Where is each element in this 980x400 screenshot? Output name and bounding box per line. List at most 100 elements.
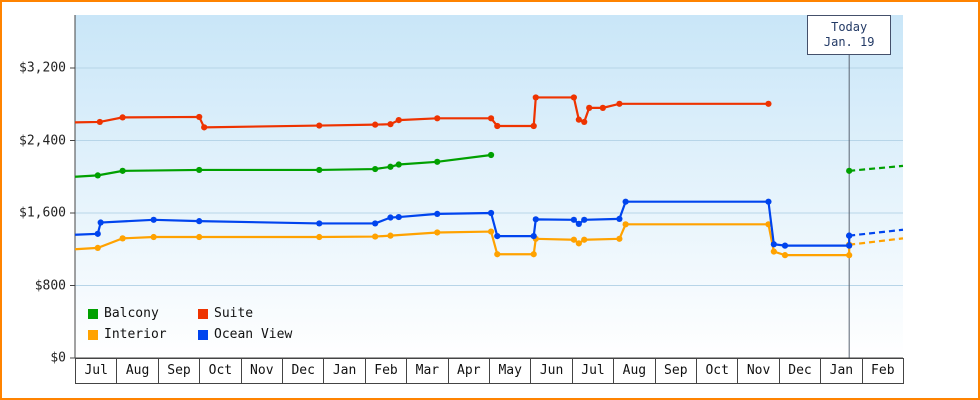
month-label-10: May [489, 358, 532, 384]
month-label-0: Jul [75, 358, 118, 384]
month-label-14: Sep [654, 358, 697, 384]
month-label-15: Oct [696, 358, 739, 384]
data-point [372, 233, 379, 240]
data-point [532, 216, 539, 223]
data-point [487, 115, 495, 122]
y-axis-tick-label: $800 [34, 278, 66, 293]
data-point [97, 219, 104, 226]
data-point [395, 117, 402, 124]
data-point [599, 104, 606, 111]
series-projection-interior [849, 237, 904, 246]
legend-swatch-icon [88, 329, 98, 340]
series-line-balcony [74, 153, 492, 178]
legend: Balcony Suite Interior Ocean View [88, 306, 292, 342]
legend-swatch-icon [198, 329, 208, 340]
data-point [781, 252, 789, 259]
today-date: Jan. 19 [823, 35, 875, 49]
data-point [494, 233, 501, 240]
data-point [372, 165, 379, 173]
data-point [316, 166, 323, 174]
legend-label: Balcony [104, 306, 159, 321]
data-point [530, 251, 537, 258]
data-point [94, 230, 101, 237]
data-point [487, 228, 495, 235]
data-point [94, 244, 101, 251]
data-point [119, 167, 126, 174]
data-point [395, 161, 402, 168]
data-point [487, 209, 495, 217]
y-axis-tick-label: $3,200 [19, 60, 66, 76]
data-point [570, 216, 577, 223]
data-point [765, 221, 772, 228]
data-point [316, 233, 323, 241]
legend-label: Interior [104, 327, 167, 342]
data-point [622, 198, 629, 205]
data-point [434, 210, 441, 218]
data-point [372, 220, 379, 227]
data-point [616, 235, 623, 242]
data-point [316, 122, 323, 129]
data-point [575, 240, 582, 247]
data-point [494, 251, 501, 258]
data-point [196, 166, 203, 174]
data-point-today [846, 167, 853, 174]
data-point [846, 252, 853, 259]
data-point [372, 121, 379, 128]
data-point [570, 94, 577, 101]
data-point [581, 118, 588, 126]
data-point [530, 233, 537, 240]
legend-swatch-icon [88, 308, 98, 319]
data-point [581, 216, 588, 223]
data-point [316, 220, 323, 227]
data-point [487, 151, 495, 159]
month-label-18: Jan [820, 358, 863, 384]
data-point [575, 220, 582, 227]
series-projection-balcony [849, 164, 904, 172]
data-point [434, 115, 441, 122]
data-point [434, 158, 441, 165]
month-label-1: Aug [116, 358, 159, 384]
data-point [575, 116, 582, 123]
data-point [94, 172, 101, 179]
data-point [770, 241, 777, 248]
data-point [434, 229, 441, 236]
month-label-12: Jul [571, 358, 615, 384]
legend-item-suite: Suite [198, 306, 292, 321]
series-line-ocean-view [74, 200, 851, 247]
data-point [395, 213, 402, 221]
y-axis-tick-label: $0 [50, 350, 66, 366]
data-point [532, 94, 539, 101]
data-point [387, 163, 394, 170]
data-point [196, 233, 203, 241]
data-point [581, 236, 588, 243]
month-label-19: Feb [861, 358, 904, 384]
data-point [494, 122, 501, 130]
series-projection-ocean-view [849, 228, 904, 237]
month-label-3: Oct [199, 358, 242, 384]
month-label-2: Sep [157, 358, 201, 384]
plot-background [75, 15, 903, 358]
month-label-9: Apr [447, 358, 490, 384]
month-label-11: Jun [530, 358, 573, 384]
legend-item-ocean-view: Ocean View [198, 327, 292, 342]
data-point [387, 121, 394, 128]
legend-label: Suite [214, 306, 254, 321]
legend-swatch-icon [198, 308, 208, 319]
y-axis-tick-label: $1,600 [19, 205, 66, 221]
data-point [770, 248, 777, 255]
legend-label: Ocean View [214, 327, 293, 342]
data-point [119, 114, 126, 121]
data-point [387, 232, 394, 239]
month-label-13: Aug [613, 358, 656, 384]
data-point [196, 113, 203, 121]
series-dots-suite [96, 94, 772, 131]
month-label-5: Dec [282, 358, 325, 384]
series-dots-ocean-view [94, 198, 853, 249]
data-point [150, 216, 157, 223]
today-label: Today [831, 20, 868, 34]
data-point [96, 118, 103, 126]
data-point [530, 122, 537, 130]
series-dots-balcony [94, 151, 853, 179]
